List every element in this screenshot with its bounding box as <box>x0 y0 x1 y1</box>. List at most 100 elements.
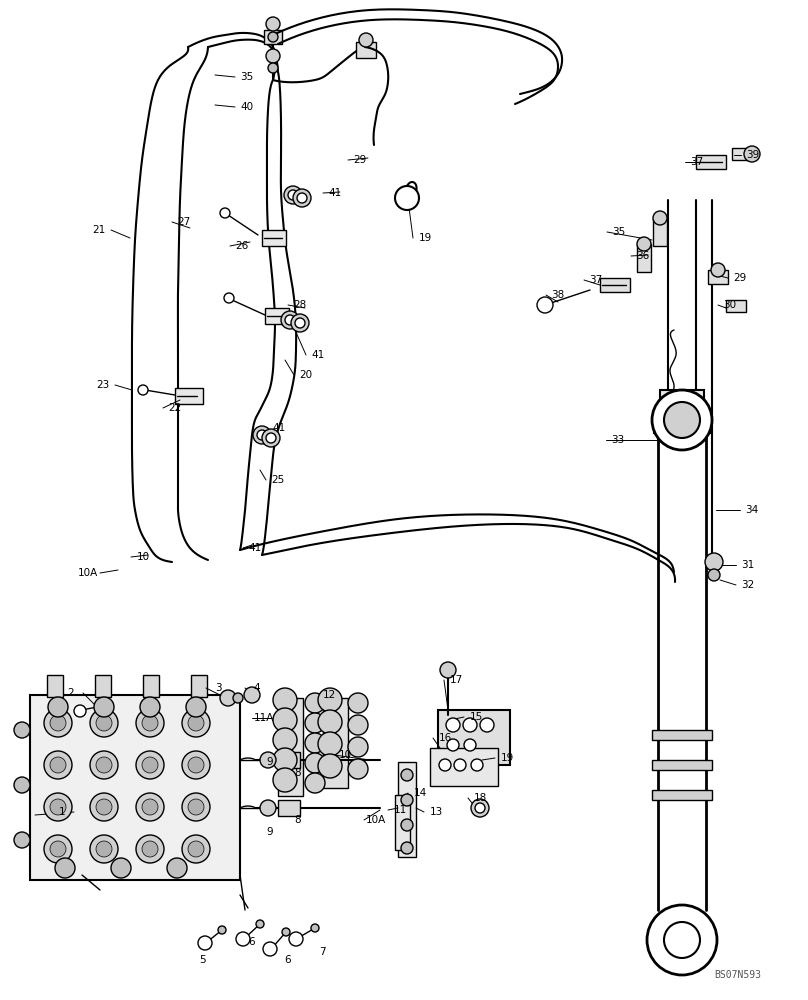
Bar <box>653 218 667 246</box>
Circle shape <box>711 263 725 277</box>
Circle shape <box>220 690 236 706</box>
Circle shape <box>311 924 319 932</box>
Circle shape <box>74 705 86 717</box>
Circle shape <box>182 709 210 737</box>
Circle shape <box>55 858 75 878</box>
Circle shape <box>90 751 118 779</box>
Circle shape <box>305 693 325 713</box>
Circle shape <box>318 710 342 734</box>
Text: 9: 9 <box>267 757 273 767</box>
Circle shape <box>50 799 66 815</box>
Circle shape <box>90 835 118 863</box>
Circle shape <box>14 832 30 848</box>
Bar <box>637 244 651 272</box>
Circle shape <box>664 402 700 438</box>
Circle shape <box>348 759 368 779</box>
Circle shape <box>198 936 212 950</box>
Text: 26: 26 <box>235 241 249 251</box>
Text: 10A: 10A <box>366 815 386 825</box>
Text: 41: 41 <box>311 350 325 360</box>
Text: 12: 12 <box>322 690 335 700</box>
Circle shape <box>167 858 187 878</box>
Bar <box>654 415 710 433</box>
Bar <box>265 308 289 324</box>
Circle shape <box>136 751 164 779</box>
Circle shape <box>220 208 230 218</box>
Circle shape <box>14 722 30 738</box>
Text: 10: 10 <box>339 750 351 760</box>
Circle shape <box>188 841 204 857</box>
Circle shape <box>447 739 459 751</box>
Text: 13: 13 <box>429 807 443 817</box>
Circle shape <box>348 715 368 735</box>
Circle shape <box>318 754 342 778</box>
Text: 16: 16 <box>439 733 452 743</box>
Text: 23: 23 <box>96 380 110 390</box>
Text: 39: 39 <box>747 150 760 160</box>
Circle shape <box>463 718 477 732</box>
Bar <box>652 790 712 800</box>
Circle shape <box>136 835 164 863</box>
Circle shape <box>318 688 342 712</box>
Bar <box>175 388 203 404</box>
Circle shape <box>305 733 325 753</box>
Circle shape <box>480 718 494 732</box>
Circle shape <box>48 697 68 717</box>
Text: 21: 21 <box>92 225 106 235</box>
Circle shape <box>188 799 204 815</box>
Circle shape <box>94 697 114 717</box>
Circle shape <box>653 211 667 225</box>
Text: 38: 38 <box>551 290 565 300</box>
Circle shape <box>256 920 264 928</box>
Circle shape <box>359 33 373 47</box>
Bar <box>191 675 207 697</box>
Circle shape <box>348 737 368 757</box>
Text: 40: 40 <box>241 102 254 112</box>
Circle shape <box>44 793 72 821</box>
Bar <box>95 675 111 697</box>
Text: 31: 31 <box>742 560 755 570</box>
Circle shape <box>471 799 489 817</box>
Bar <box>708 270 728 284</box>
Circle shape <box>273 708 297 732</box>
Circle shape <box>218 926 226 934</box>
Circle shape <box>401 842 413 854</box>
Text: 36: 36 <box>637 251 650 261</box>
Text: 37: 37 <box>589 275 603 285</box>
Bar <box>652 760 712 770</box>
Circle shape <box>297 193 307 203</box>
Text: 8: 8 <box>295 768 301 778</box>
Bar <box>652 730 712 740</box>
Circle shape <box>188 715 204 731</box>
Text: 8: 8 <box>295 815 301 825</box>
Circle shape <box>744 146 760 162</box>
Circle shape <box>182 793 210 821</box>
Bar <box>30 695 240 880</box>
Text: 19: 19 <box>500 753 514 763</box>
Circle shape <box>50 715 66 731</box>
Text: 5: 5 <box>199 955 205 965</box>
Circle shape <box>273 728 297 752</box>
Circle shape <box>273 748 297 772</box>
Text: BS07N593: BS07N593 <box>714 970 761 980</box>
Circle shape <box>44 835 72 863</box>
Bar <box>395 795 410 850</box>
Circle shape <box>140 697 160 717</box>
Circle shape <box>273 688 297 712</box>
Circle shape <box>281 311 299 329</box>
Bar <box>143 675 159 697</box>
Circle shape <box>186 697 206 717</box>
Text: 27: 27 <box>178 217 191 227</box>
Text: 33: 33 <box>612 435 625 445</box>
Circle shape <box>224 293 234 303</box>
Circle shape <box>454 759 466 771</box>
Bar <box>323 698 348 788</box>
Text: 41: 41 <box>272 423 285 433</box>
Circle shape <box>96 841 112 857</box>
Bar <box>262 230 286 246</box>
Circle shape <box>439 759 451 771</box>
Bar <box>726 300 746 312</box>
Circle shape <box>305 753 325 773</box>
Circle shape <box>96 715 112 731</box>
Bar <box>47 675 63 697</box>
